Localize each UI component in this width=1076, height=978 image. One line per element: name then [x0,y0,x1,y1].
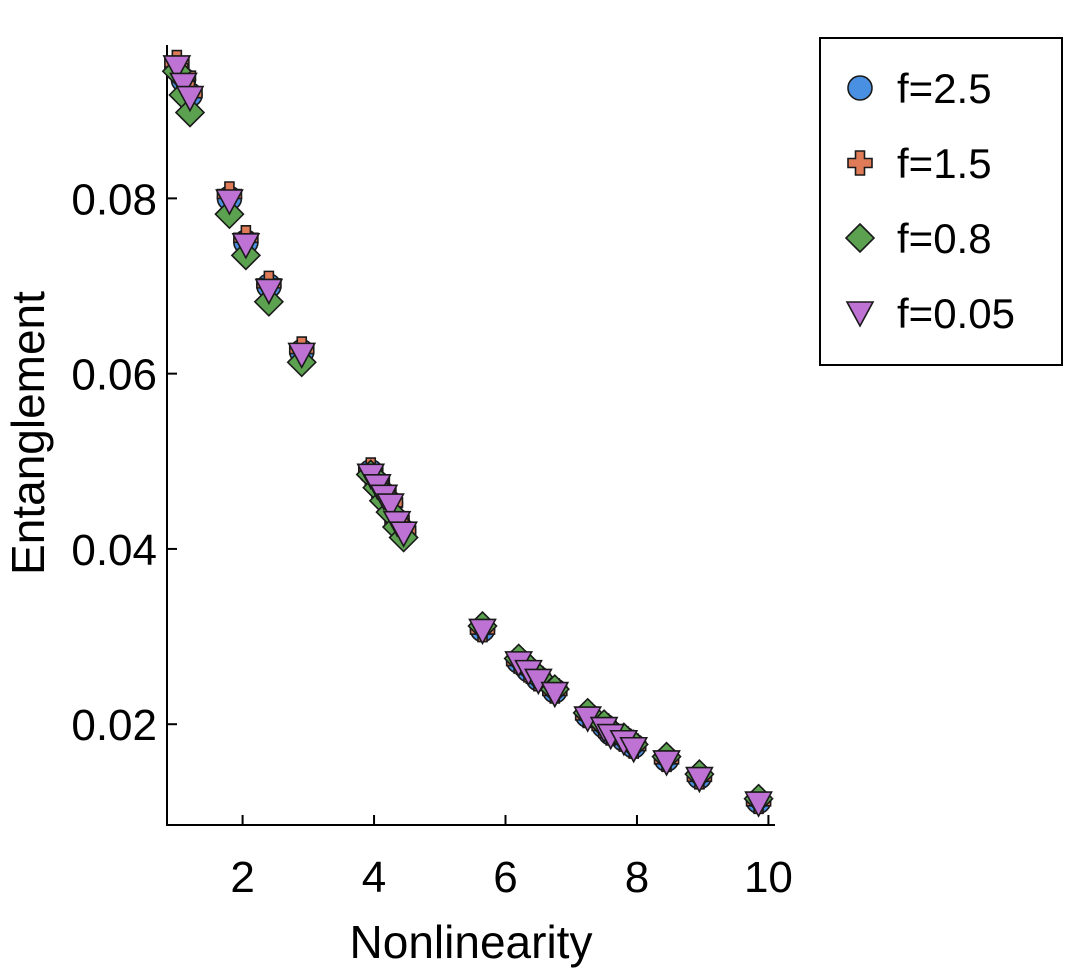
legend-label: f=1.5 [897,140,992,187]
legend: f=2.5 f=1.5 f=0.8 f=0.05 [819,37,1063,366]
legend-label: f=0.05 [897,290,1015,337]
legend-marker-circle [847,75,873,101]
legend-marker-diamond [844,222,876,254]
legend-marker-triangle-down [845,301,875,328]
data-point-triangle-down [389,521,418,548]
data-point-triangle-down [619,736,649,764]
data-point-triangle-down [652,750,681,777]
data-point-triangle-down [215,189,244,216]
x-tick-label: 4 [362,853,386,902]
y-tick-label: 0.04 [71,526,157,575]
data-point-triangle-down [376,493,405,520]
y-axis-label: Entanglement [2,291,54,575]
data-point-triangle-down [468,618,497,646]
data-point-diamond [174,97,206,128]
y-tick-label: 0.02 [71,701,157,750]
data-point-triangle-down [744,791,773,818]
data-point-triangle-down [162,55,192,82]
x-axis-label: Nonlinearity [350,916,593,968]
series-f=0.05 [162,55,773,818]
series-f=1.5 [164,49,772,815]
legend-label: f=0.8 [897,215,992,262]
series-f=0.8 [161,56,774,814]
data-point-triangle-down [254,278,284,306]
series-f=2.5 [164,55,772,815]
legend-marker-cross [847,150,873,176]
x-tick-label: 10 [744,853,793,902]
y-tick-label: 0.06 [71,351,157,400]
data-point-triangle-down [287,342,317,370]
y-tick-label: 0.08 [71,175,157,224]
data-point-triangle-down [231,233,261,260]
x-tick-label: 2 [230,853,254,902]
legend-label: f=2.5 [897,65,992,112]
data-points [161,49,774,818]
data-point-triangle-down [169,72,198,100]
data-point-triangle-down [175,85,205,113]
data-point-triangle-down [540,681,570,709]
ticks: 2 4 6 8 10 0.02 0.04 0.06 0.08 [71,175,793,902]
data-point-triangle-down [685,766,714,794]
x-tick-label: 8 [625,853,649,902]
axes [166,45,775,826]
x-tick-label: 6 [493,853,517,902]
data-point-triangle-down [524,668,553,696]
